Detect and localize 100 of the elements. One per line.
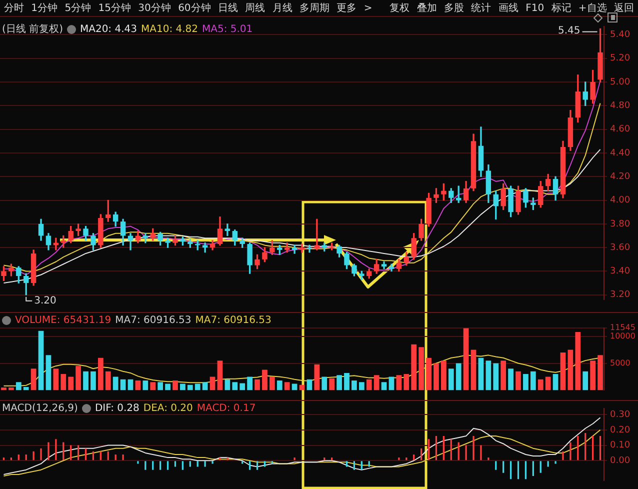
text: DIF: 0.28 — [94, 403, 140, 414]
y-tick-label: 5000 — [610, 358, 630, 368]
bar — [210, 376, 216, 390]
chart-title: MACD(12,26,9) — [2, 403, 78, 414]
y-tick-label: 11545 — [610, 323, 636, 332]
bar — [560, 352, 566, 390]
bar — [478, 358, 484, 390]
y-tick-label: 3.60 — [610, 242, 630, 253]
bar — [38, 330, 44, 390]
bar — [232, 382, 238, 390]
bar — [60, 374, 66, 390]
bar — [358, 382, 364, 390]
bar — [292, 384, 298, 390]
y-tick-label: 10000 — [610, 331, 636, 340]
text: MA7: 60916.53 — [115, 315, 192, 326]
bar — [434, 363, 439, 390]
bar — [53, 368, 59, 390]
y-tick-label: 5.20 — [610, 54, 630, 64]
bar — [202, 382, 208, 390]
bar — [486, 360, 492, 390]
candlestick — [224, 224, 230, 236]
bar — [411, 344, 417, 390]
bar — [306, 379, 312, 390]
bar — [284, 382, 290, 390]
annotation: 3.20 — [34, 295, 56, 306]
bar — [120, 379, 126, 390]
bar — [187, 384, 193, 390]
text: 复权 叠加 多股 统计 画线 F10 标记 +自选 返回 — [390, 2, 634, 15]
bar — [523, 374, 528, 390]
bar — [30, 368, 36, 390]
text: MA5: 5.01 — [202, 24, 253, 34]
bar — [98, 358, 104, 390]
text: MA10: 4.82 — [141, 24, 198, 34]
bar — [90, 371, 96, 390]
bar — [194, 384, 200, 390]
bar — [150, 382, 156, 390]
bar — [344, 372, 350, 390]
bar — [381, 382, 387, 390]
y-tick-label: 0.10 — [610, 440, 630, 451]
bar — [463, 328, 469, 390]
bar — [366, 379, 372, 390]
bar — [224, 379, 230, 390]
y-tick-label: 4.80 — [610, 100, 630, 111]
bar — [448, 368, 454, 390]
bar — [262, 370, 268, 390]
bar — [568, 350, 574, 390]
y-tick-label: 4.00 — [610, 196, 630, 206]
bar — [418, 347, 424, 390]
text: VOLUME: 65431.19 — [15, 315, 112, 326]
bar — [396, 375, 402, 390]
bar — [470, 350, 476, 390]
bar — [180, 384, 186, 390]
bar — [598, 355, 603, 390]
y-tick-label: 0.00 — [610, 456, 630, 466]
bar — [46, 355, 52, 390]
bar — [269, 376, 275, 390]
y-tick-label: 4.40 — [610, 148, 630, 158]
bar — [105, 371, 111, 390]
y-tick-label: 4.60 — [610, 124, 630, 135]
bar — [530, 371, 536, 390]
bar — [128, 379, 134, 390]
y-tick-label: 5.40 — [610, 30, 630, 40]
bar — [352, 380, 357, 390]
bar — [374, 375, 380, 390]
bar — [388, 376, 394, 390]
text: DEA: 0.20 — [143, 403, 193, 414]
bar — [158, 382, 164, 390]
text: 分时 1分钟 5分钟 15分钟 30分钟 60分钟 日线 周线 月线 多周期 更多 > — [4, 2, 372, 15]
bar — [68, 376, 74, 390]
y-tick-label: 4.20 — [610, 172, 630, 182]
y-tick-label: 0.30 — [610, 410, 630, 420]
bar — [516, 371, 521, 390]
bar — [217, 360, 223, 390]
candlestick — [202, 242, 208, 253]
bar — [336, 375, 342, 390]
bar — [16, 382, 22, 390]
y-tick-label: 3.40 — [610, 266, 630, 277]
bar — [172, 380, 178, 390]
y-tick-label: 3.20 — [610, 290, 630, 300]
bar — [314, 364, 320, 390]
bar — [552, 374, 558, 390]
bar — [575, 332, 581, 390]
bar — [545, 376, 551, 390]
bar — [240, 383, 246, 390]
bar — [538, 379, 544, 390]
bar — [1, 388, 6, 390]
chart-title: (日线 前复权) — [2, 22, 63, 36]
bar — [322, 376, 328, 390]
bar — [8, 388, 14, 390]
bar — [493, 363, 499, 390]
bar — [165, 384, 170, 390]
bar — [590, 360, 596, 390]
bar — [404, 374, 410, 390]
y-tick-label: 3.80 — [610, 219, 630, 230]
bar — [329, 378, 335, 390]
bar — [276, 380, 282, 390]
y-tick-label: 5.00 — [610, 77, 630, 88]
bar — [254, 379, 260, 390]
bar — [426, 358, 432, 390]
bar — [456, 363, 462, 390]
